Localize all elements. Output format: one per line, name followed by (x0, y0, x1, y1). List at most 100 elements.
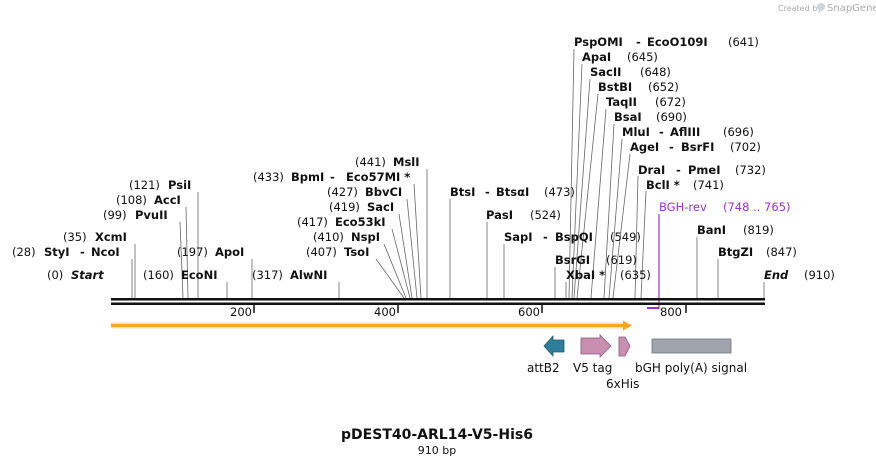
site-position: (672) (655, 95, 686, 109)
watermark-text: Created by (778, 4, 822, 13)
feature-track: attB2 V5 tag 6xHis bGH poly(A) signal (527, 334, 747, 391)
feature-label-v5[interactable]: V5 tag (573, 361, 612, 375)
site-separator: - (636, 35, 641, 49)
site-position: (417) (297, 215, 328, 229)
site-name-pasi[interactable]: PasI (486, 208, 513, 222)
cut-line (406, 198, 418, 299)
site-name-msli[interactable]: MslI (393, 155, 420, 169)
site-name-bspqi[interactable]: BspQI (555, 230, 593, 244)
cut-line (590, 108, 607, 299)
site-name-ncoi[interactable]: NcoI (91, 245, 120, 259)
plasmid-size: 910 bp (418, 444, 456, 457)
site-name-acci[interactable]: AccI (154, 193, 181, 207)
restriction-site-labels: (0) Start (28) StyI - NcoI (35) XcmI (99… (12, 35, 835, 282)
site-position: (121) (129, 178, 160, 192)
site-position: (635) (620, 268, 651, 282)
site-name-sacii[interactable]: SacII (590, 65, 621, 79)
site-name-btsi[interactable]: BtsI (450, 185, 475, 199)
site-position: (732) (735, 163, 766, 177)
site-name-drai[interactable]: DraI (638, 163, 665, 177)
site-name-end[interactable]: End (764, 268, 789, 282)
site-position: (648) (640, 65, 671, 79)
site-name-btgzi[interactable]: BtgZI (718, 245, 753, 259)
feature-6xhis-shape[interactable] (618, 336, 631, 357)
site-name-bbvci[interactable]: BbvCI (365, 185, 402, 199)
snapgene-watermark: Created by SnapGene (778, 3, 876, 14)
scale-label-800: 800 (660, 305, 682, 319)
scale-label-400: 400 (374, 305, 396, 319)
site-position: (410) (313, 230, 344, 244)
site-name-bsrfi[interactable]: BsrFI (681, 140, 714, 154)
site-position: (407) (306, 245, 337, 259)
site-name-bsai[interactable]: BsaI (614, 110, 642, 124)
site-name-sapi[interactable]: SapI (504, 230, 533, 244)
cut-line (603, 123, 615, 299)
site-name-mlui[interactable]: MluI (622, 125, 650, 139)
site-name-pvuii[interactable]: PvuII (135, 208, 168, 222)
site-name-saci[interactable]: SacI (367, 200, 394, 214)
cut-line (576, 93, 599, 299)
site-name-start[interactable]: Start (71, 268, 104, 282)
site-name-apai[interactable]: ApaI (582, 50, 611, 64)
site-name-bstbi[interactable]: BstBI (598, 80, 632, 94)
scale-label-200: 200 (230, 305, 252, 319)
site-position: (108) (116, 193, 147, 207)
site-position: (847) (766, 245, 797, 259)
site-name-taqii[interactable]: TaqII (606, 95, 637, 109)
site-name-psii[interactable]: PsiI (168, 178, 191, 192)
site-name-tsoi[interactable]: TsoI (344, 245, 369, 259)
site-name-styi[interactable]: StyI (44, 245, 70, 259)
brand-text: SnapGene (827, 3, 876, 14)
site-name-bpmi[interactable]: BpmI (291, 170, 324, 184)
site-name-pmei[interactable]: PmeI (688, 163, 721, 177)
orf-arrow[interactable] (111, 320, 632, 331)
cut-line (179, 221, 184, 299)
backbone-top-strand (111, 298, 765, 301)
cut-line (573, 78, 591, 299)
feature-polya-shape[interactable] (651, 338, 732, 354)
cut-line (608, 138, 623, 299)
site-position: (702) (730, 140, 761, 154)
site-position: (433) (253, 170, 284, 184)
cut-line (391, 228, 411, 299)
feature-v5-shape[interactable] (580, 334, 612, 358)
site-name-bcli[interactable]: BclI * (646, 178, 680, 192)
site-position: (641) (728, 35, 759, 49)
cut-line (568, 48, 575, 299)
site-position: (473) (544, 185, 575, 199)
site-position: (652) (648, 80, 679, 94)
site-name-alwni[interactable]: AlwNI (290, 268, 327, 282)
feature-label-attb2[interactable]: attB2 (527, 361, 560, 375)
site-name-eco57mi[interactable]: Eco57MI * (346, 170, 410, 184)
site-separator: - (330, 170, 335, 184)
site-name-btsai[interactable]: BtsαI (496, 185, 529, 199)
site-name-apoi[interactable]: ApoI (215, 245, 244, 259)
site-position: (0) (47, 268, 63, 282)
site-name-nspi[interactable]: NspI (351, 230, 380, 244)
site-name-xcmi[interactable]: XcmI (95, 230, 127, 244)
feature-label-6xhis[interactable]: 6xHis (606, 377, 639, 391)
site-name-bsrgi[interactable]: BsrGI (555, 253, 590, 267)
feature-label-polya[interactable]: bGH poly(A) signal (635, 361, 747, 375)
primer-name[interactable]: BGH-rev (659, 200, 707, 214)
orf-arrow-bar (111, 324, 625, 327)
site-name-agei[interactable]: AgeI (630, 140, 659, 154)
feature-attb2-shape[interactable] (543, 334, 565, 358)
site-name-xbai[interactable]: XbaI * (566, 268, 605, 282)
cut-line (640, 190, 647, 299)
site-separator: - (80, 245, 85, 259)
site-name-afliii[interactable]: AflIII (670, 125, 700, 139)
snapgene-logo-icon (817, 3, 825, 11)
cut-lines (131, 48, 765, 299)
site-position: (619) (606, 253, 637, 267)
site-name-eco53ki[interactable]: Eco53kI (335, 215, 386, 229)
primer-bgh-rev[interactable]: BGH-rev (748 .. 765) (647, 200, 791, 309)
site-name-bani[interactable]: BanI (697, 223, 726, 237)
site-position: (317) (252, 268, 283, 282)
site-name-ecoo109i[interactable]: EcoO109I (647, 35, 708, 49)
site-position: (690) (656, 110, 687, 124)
site-position: (35) (63, 230, 87, 244)
site-name-econi[interactable]: EcoNI (181, 268, 217, 282)
site-name-pspomi[interactable]: PspOMI (574, 35, 623, 49)
